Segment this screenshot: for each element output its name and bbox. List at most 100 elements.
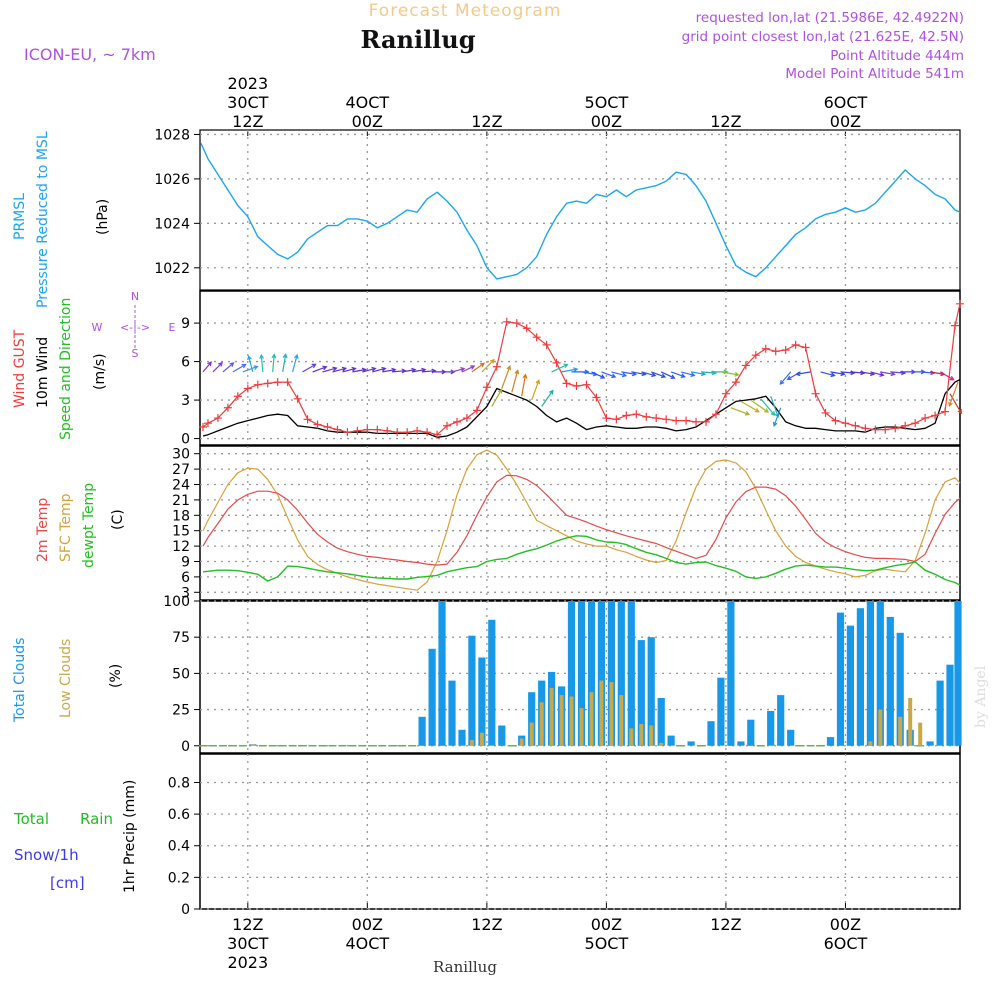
wind-gust-point bbox=[821, 408, 830, 417]
temp-2m-label: 2m Temp bbox=[35, 498, 51, 562]
wind-direction-arrow bbox=[531, 379, 541, 401]
total-clouds-bar bbox=[747, 719, 755, 746]
wind-gust-point bbox=[931, 411, 940, 420]
y-tick-label: 3 bbox=[181, 585, 190, 601]
wind-gust-point bbox=[861, 424, 870, 433]
wind-direction-arrow bbox=[242, 365, 259, 373]
wind-direction-arrow bbox=[212, 361, 224, 373]
time-tick-label: 4OCT bbox=[345, 934, 389, 953]
wind-gust-point bbox=[592, 393, 601, 402]
total-clouds-bar bbox=[954, 601, 962, 746]
wind-gust-point bbox=[956, 299, 964, 308]
low-clouds-bar bbox=[639, 724, 644, 746]
wind-gust-point bbox=[353, 426, 362, 435]
time-tick-label: 30CT bbox=[227, 93, 269, 112]
y-tick-label: 0 bbox=[181, 739, 190, 755]
low-clouds-bar bbox=[549, 687, 554, 746]
low-clouds-bar bbox=[589, 692, 594, 746]
wind-gust-point bbox=[343, 428, 352, 437]
wind-gust-point bbox=[373, 425, 382, 434]
total-clouds-bar bbox=[946, 664, 954, 746]
compass-west: W bbox=[92, 321, 103, 334]
wind-gust-point bbox=[562, 379, 571, 388]
time-tick-label: 00Z bbox=[352, 112, 383, 131]
precip-snow-label: Snow/1h bbox=[14, 846, 79, 864]
total-clouds-bar bbox=[468, 635, 476, 746]
wind-direction-arrow bbox=[247, 354, 254, 373]
precip-total-label: Total bbox=[13, 810, 49, 828]
time-tick-label: 12Z bbox=[232, 915, 263, 934]
total-clouds-bar bbox=[597, 601, 605, 746]
location-title: Ranillug bbox=[360, 25, 475, 54]
y-tick-label: 1026 bbox=[154, 172, 190, 188]
precip-cm-label: [cm] bbox=[50, 874, 85, 892]
wind-gust-point bbox=[393, 428, 402, 437]
wind-gust-point bbox=[781, 346, 790, 355]
wind-direction-arrow bbox=[322, 366, 338, 373]
pressure-label-msl: Pressure Reduced to MSL bbox=[35, 131, 51, 308]
wind-direction-arrow bbox=[491, 388, 503, 407]
low-clouds-bar bbox=[559, 695, 564, 746]
wind-gust-point bbox=[632, 410, 641, 419]
temp-unit: (C) bbox=[110, 509, 126, 530]
wind-gust-point bbox=[323, 423, 332, 432]
wind-direction-arrow bbox=[939, 371, 955, 381]
model-altitude: Model Point Altitude 541m bbox=[785, 66, 964, 82]
total-clouds-bar bbox=[846, 625, 854, 746]
y-tick-label: 9 bbox=[181, 316, 190, 332]
total-clouds-bar bbox=[617, 601, 625, 746]
wind-gust-point bbox=[462, 414, 471, 423]
wind-direction-arrow bbox=[750, 399, 769, 413]
wind-direction-arrow bbox=[481, 358, 495, 373]
wind-gust-point bbox=[532, 333, 541, 342]
low-clouds-bar bbox=[609, 682, 614, 746]
wind-direction-arrow bbox=[451, 367, 466, 373]
wind-direction-arrow bbox=[222, 362, 235, 373]
compass-north: N bbox=[131, 290, 139, 303]
wind-gust-point bbox=[403, 428, 412, 437]
wind-gust-point bbox=[582, 380, 591, 389]
total-clouds-label: Total Clouds bbox=[12, 638, 28, 723]
wind-gust-point bbox=[243, 384, 252, 393]
pressure-unit: (hPa) bbox=[95, 199, 111, 235]
time-tick-label: 12Z bbox=[710, 112, 741, 131]
low-clouds-bar bbox=[629, 728, 634, 746]
wind-gust-point bbox=[472, 406, 481, 415]
wind-direction-arrow bbox=[641, 371, 657, 378]
wind-direction-arrow bbox=[302, 363, 317, 373]
clouds-panel: 0 25 50 75 100 Total Clouds Low Clouds (%) b… bbox=[12, 594, 989, 755]
y-tick-label: 3 bbox=[181, 393, 190, 409]
pressure-panel: 1022 1024 1026 1028 PRMSL Pressure Reduced … bbox=[12, 127, 961, 308]
wind-gust-point bbox=[602, 414, 611, 423]
wind-gust-label: Wind GUST bbox=[12, 329, 28, 408]
total-clouds-bar bbox=[528, 692, 536, 746]
total-clouds-bar bbox=[767, 711, 775, 746]
y-tick-label: 18 bbox=[172, 508, 190, 524]
point-altitude: Point Altitude 444m bbox=[830, 48, 964, 64]
temp-dewpt-label: dewpt Temp bbox=[81, 483, 97, 568]
time-tick-label: 00Z bbox=[591, 915, 622, 934]
pressure-label-prmsl: PRMSL bbox=[12, 193, 28, 240]
wind-gust-point bbox=[542, 340, 551, 349]
grid-point-coords: grid point closest lon,lat (21.625E, 42.… bbox=[682, 29, 964, 45]
wind-direction-arrow bbox=[259, 353, 264, 372]
low-clouds-bar bbox=[479, 732, 484, 746]
wind-gust-point bbox=[223, 403, 232, 412]
total-clouds-bar bbox=[876, 601, 884, 746]
time-tick-label: 5OCT bbox=[585, 934, 629, 953]
wind-gust-point bbox=[522, 324, 531, 333]
wind-gust-point bbox=[423, 428, 432, 437]
total-clouds-bar bbox=[836, 612, 845, 746]
wind-direction-arrow bbox=[795, 371, 811, 377]
wind-gust-point bbox=[751, 351, 760, 360]
wind-direction-arrow bbox=[561, 367, 579, 373]
product-title: Forecast Meteogram bbox=[369, 1, 562, 21]
wind-direction-arrow bbox=[312, 365, 328, 373]
wind-gust-point bbox=[881, 425, 890, 434]
time-tick-label: 6OCT bbox=[824, 93, 868, 112]
y-tick-label: 25 bbox=[172, 703, 190, 719]
y-tick-label: 0.2 bbox=[168, 870, 190, 886]
time-tick-label: 00Z bbox=[830, 915, 861, 934]
